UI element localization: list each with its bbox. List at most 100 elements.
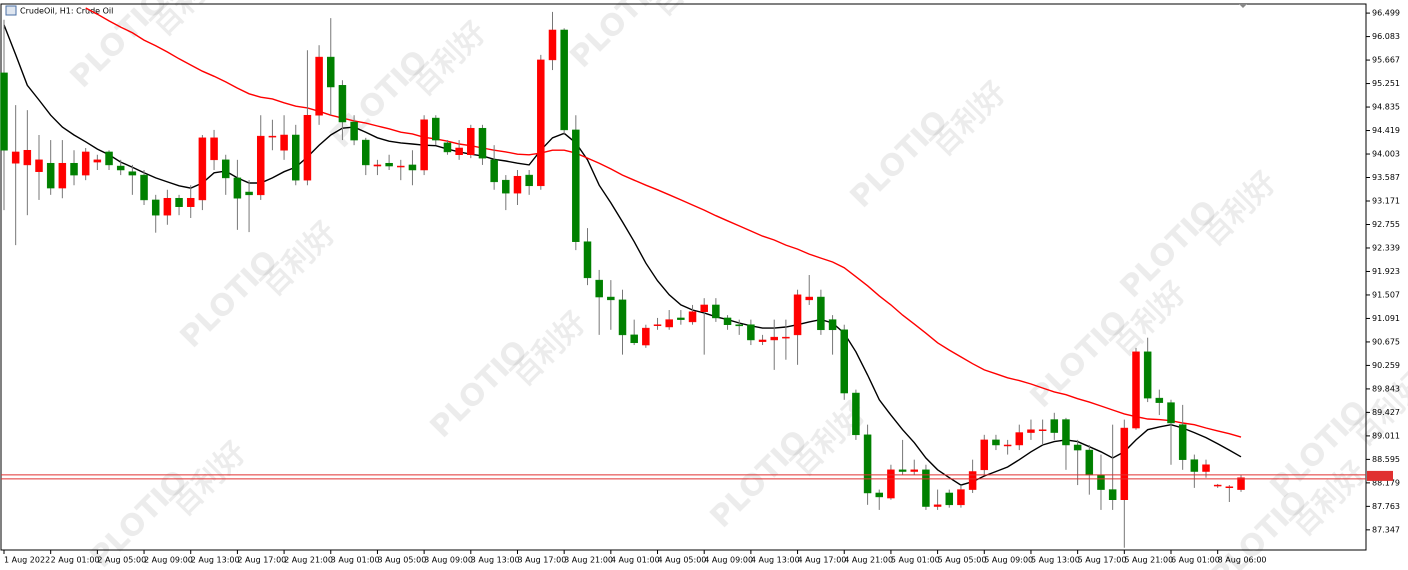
candle-body [385,162,393,167]
candle-body [58,162,67,189]
candle-body [81,151,90,176]
candle-body [478,127,487,159]
x-tick-label: 2 Aug 05:00 [97,556,146,565]
x-tick-label: 5 Aug 01:00 [891,556,940,565]
candle-body [968,471,977,490]
candle-body [1050,419,1059,433]
candle-body [630,334,638,344]
candle-body [210,137,218,161]
x-tick-label: 4 Aug 17:00 [798,556,847,565]
x-tick-label: 2 Aug 17:00 [237,556,286,565]
x-tick-label: 3 Aug 21:00 [564,556,613,565]
candle-body [817,296,825,331]
chart-title: CrudeOil, H1: Crude Oil [20,7,113,16]
candle-body [420,119,428,171]
candle-body [1085,449,1094,476]
candle-body [595,279,603,298]
candle-body [665,319,673,328]
candle-body [618,299,627,336]
candle-body [537,59,545,187]
candle-body [1038,429,1047,431]
shift-marker [1239,4,1247,8]
candle-body [572,129,580,242]
candle-body [268,135,277,138]
x-tick-label: 8 Aug 06:00 [1218,556,1267,565]
x-tick-label: 3 Aug 09:00 [424,556,473,565]
candle-body [408,164,417,171]
candle-body [397,165,405,168]
candle-body [1120,427,1129,500]
candle-body [712,304,720,319]
candle-body [292,134,300,181]
candle-body [898,469,907,472]
x-tick-label: 2 Aug 21:00 [284,556,333,565]
x-tick-label: 3 Aug 05:00 [377,556,426,565]
x-tick-label: 4 Aug 05:00 [658,556,707,565]
candle-body [1237,477,1245,490]
candle-body [700,304,708,312]
candle-body [805,296,813,301]
candle-body [910,469,919,472]
x-tick-label: 4 Aug 01:00 [611,556,660,565]
plot-frame [0,3,1367,551]
y-tick-label: 92.339 [1372,243,1400,252]
x-tick-label: 5 Aug 09:00 [984,556,1033,565]
candle-body [256,135,265,196]
y-tick-label: 96.083 [1372,32,1400,41]
candle-body [175,197,183,207]
candle-body [560,29,568,131]
candle-body [46,162,55,189]
candle-body [653,324,662,326]
candle-body [922,469,930,507]
candle-body [642,327,650,346]
candle-body [747,324,755,341]
candle-body [198,137,207,201]
candle-body [863,434,872,494]
candle-body [1190,459,1199,472]
x-tick-label: 3 Aug 01:00 [331,556,380,565]
y-tick-label: 87.347 [1372,525,1400,534]
candle-body [303,114,312,181]
y-tick-label: 89.843 [1372,384,1400,393]
candle-body [315,56,323,116]
candle-body [992,439,1000,446]
candle-body [1132,351,1140,429]
candle-body [828,319,837,331]
y-tick-label: 91.923 [1372,267,1400,276]
x-tick-label: 3 Aug 13:00 [471,556,520,565]
x-tick-label: 4 Aug 21:00 [844,556,893,565]
candle-body [280,134,288,151]
candle-body [548,29,557,61]
candle-body [151,199,160,216]
candle-body [327,56,335,88]
candle-body [1202,464,1210,472]
x-tick-label: 3 Aug 17:00 [517,556,566,565]
x-tick-label: 2 Aug 09:00 [144,556,193,565]
candle-body [186,197,195,207]
ma-line [85,7,1242,438]
candle-body [350,121,358,141]
candle-body [723,317,732,325]
x-tick-label: 6 Aug 01:00 [1171,556,1220,565]
candle-body [933,504,942,507]
candle-body [840,329,848,394]
candle-body [128,171,137,176]
y-tick-label: 94.003 [1372,150,1400,159]
y-tick-label: 93.171 [1372,197,1400,206]
y-tick-label: 91.507 [1372,290,1400,299]
candle-body [782,336,790,339]
candle-body [443,142,452,153]
candle-body [1213,484,1222,487]
x-tick-label: 4 Aug 09:00 [704,556,753,565]
candle-body [1027,429,1035,433]
candle-body [93,159,102,163]
candle-body [233,177,242,199]
candle-body [513,175,522,194]
candle-body [583,241,592,279]
price-label-box [1367,470,1393,481]
candle-body [758,339,767,342]
candle-body [525,174,533,187]
x-tick-label: 2 Aug 01:00 [51,556,100,565]
candle-body [1155,397,1164,403]
